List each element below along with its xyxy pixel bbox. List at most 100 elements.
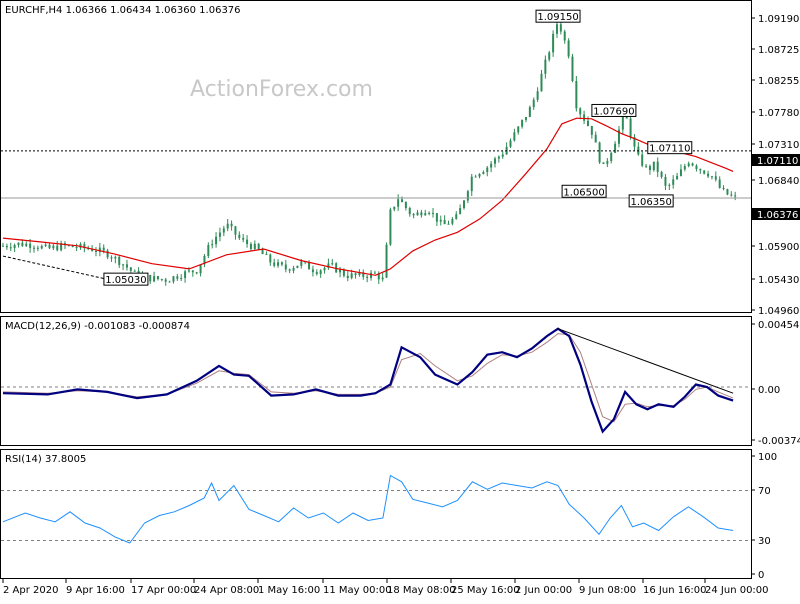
candle-body	[222, 228, 225, 233]
candle-body	[691, 163, 694, 166]
candle-body	[401, 199, 404, 203]
candle-body	[129, 267, 132, 271]
candle-body	[420, 212, 423, 216]
price-y-tick-label: 1.04960	[758, 306, 799, 317]
candle-body	[648, 166, 651, 171]
candle-body	[641, 154, 644, 166]
current-price-tag	[752, 208, 800, 220]
candle-body	[249, 244, 252, 250]
candle-body	[478, 173, 481, 177]
candle-body	[408, 208, 411, 215]
x-tick-label: 16 Jun 16:00	[643, 585, 707, 596]
candle-body	[300, 261, 303, 266]
x-tick-label: 1 May 16:00	[258, 585, 320, 596]
price-annotation-label: 1.05030	[105, 275, 146, 286]
macd-trendline	[557, 328, 734, 394]
candle-body	[296, 265, 299, 268]
candle-body	[168, 281, 171, 283]
candle-body	[331, 263, 334, 265]
candle-body	[586, 120, 589, 126]
candle-body	[583, 114, 586, 121]
candle-body	[184, 271, 187, 279]
price-y-tick-label: 1.06840	[758, 176, 799, 187]
candle-body	[180, 278, 183, 280]
price-annotation-label: 1.09150	[537, 12, 578, 23]
candle-body	[482, 172, 485, 174]
candle-body	[17, 242, 20, 245]
candle-body	[443, 219, 446, 225]
candle-body	[40, 245, 43, 249]
macd-y-tick-label: 0.00454	[758, 320, 799, 331]
candle-body	[238, 234, 241, 238]
candle-body	[699, 169, 702, 171]
candle-body	[153, 276, 156, 282]
candle-body	[257, 243, 260, 250]
macd-header: MACD(12,26,9) -0.001083 -0.000874	[5, 321, 190, 332]
candle-body	[234, 226, 237, 235]
macd-y-tick-label: 0.00	[758, 385, 780, 396]
candle-body	[707, 173, 710, 177]
support-trendline	[2, 255, 130, 285]
candle-body	[253, 243, 256, 250]
candle-body	[544, 59, 547, 74]
candle-body	[633, 137, 636, 147]
candle-body	[389, 209, 392, 245]
price-annotation-label: 1.06350	[630, 197, 671, 208]
candle-body	[463, 200, 466, 209]
candle-body	[672, 179, 675, 185]
candle-body	[687, 163, 690, 167]
candle-body	[474, 176, 477, 178]
candle-body	[149, 274, 152, 282]
candle-body	[48, 244, 51, 249]
candle-body	[91, 248, 94, 251]
candle-body	[393, 206, 396, 210]
price-y-tick-label: 1.05900	[758, 242, 799, 253]
candle-body	[203, 255, 206, 265]
x-tick-label: 9 Jun 08:00	[579, 585, 636, 596]
candle-body	[191, 270, 194, 273]
x-tick-label: 24 Apr 08:00	[194, 585, 259, 596]
candle-body	[277, 262, 280, 266]
candle-body	[610, 152, 613, 161]
candle-body	[490, 163, 493, 168]
x-tick-label: 2 Apr 2020	[3, 585, 58, 596]
candle-body	[404, 202, 407, 209]
price-y-tick-label: 1.05430	[758, 275, 799, 286]
candle-body	[645, 165, 648, 167]
candle-body	[606, 160, 609, 164]
candle-body	[714, 176, 717, 180]
x-tick-label: 18 May 08:00	[387, 585, 456, 596]
candle-body	[726, 189, 729, 195]
rsi-plot	[1, 474, 751, 544]
candle-body	[323, 267, 326, 271]
candle-body	[346, 275, 349, 279]
candle-body	[106, 250, 109, 258]
candle-body	[617, 129, 620, 144]
candle-body	[652, 161, 655, 171]
candle-body	[288, 269, 291, 271]
candle-body	[164, 279, 167, 282]
candle-body	[594, 134, 597, 143]
candle-body	[676, 175, 679, 180]
candle-body	[435, 213, 438, 222]
candle-body	[273, 262, 276, 266]
candle-body	[44, 244, 47, 246]
price-annotation-box	[535, 9, 581, 23]
candle-body	[52, 245, 55, 249]
price-annotation-box	[561, 184, 607, 198]
candle-body	[176, 276, 179, 279]
price-y-tick-label: 1.08255	[758, 76, 799, 87]
candle-body	[598, 142, 601, 163]
candle-body	[67, 245, 70, 247]
x-tick-label: 24 Jun 00:00	[705, 585, 769, 596]
candle-body	[133, 270, 136, 272]
candle-body	[734, 195, 737, 197]
candle-body	[385, 244, 388, 278]
candle-body	[218, 232, 221, 237]
candle-body	[215, 236, 218, 245]
price-annotation-label: 1.07690	[593, 106, 634, 117]
macd-line	[2, 327, 734, 434]
candle-body	[311, 269, 314, 273]
candle-body	[110, 257, 113, 259]
